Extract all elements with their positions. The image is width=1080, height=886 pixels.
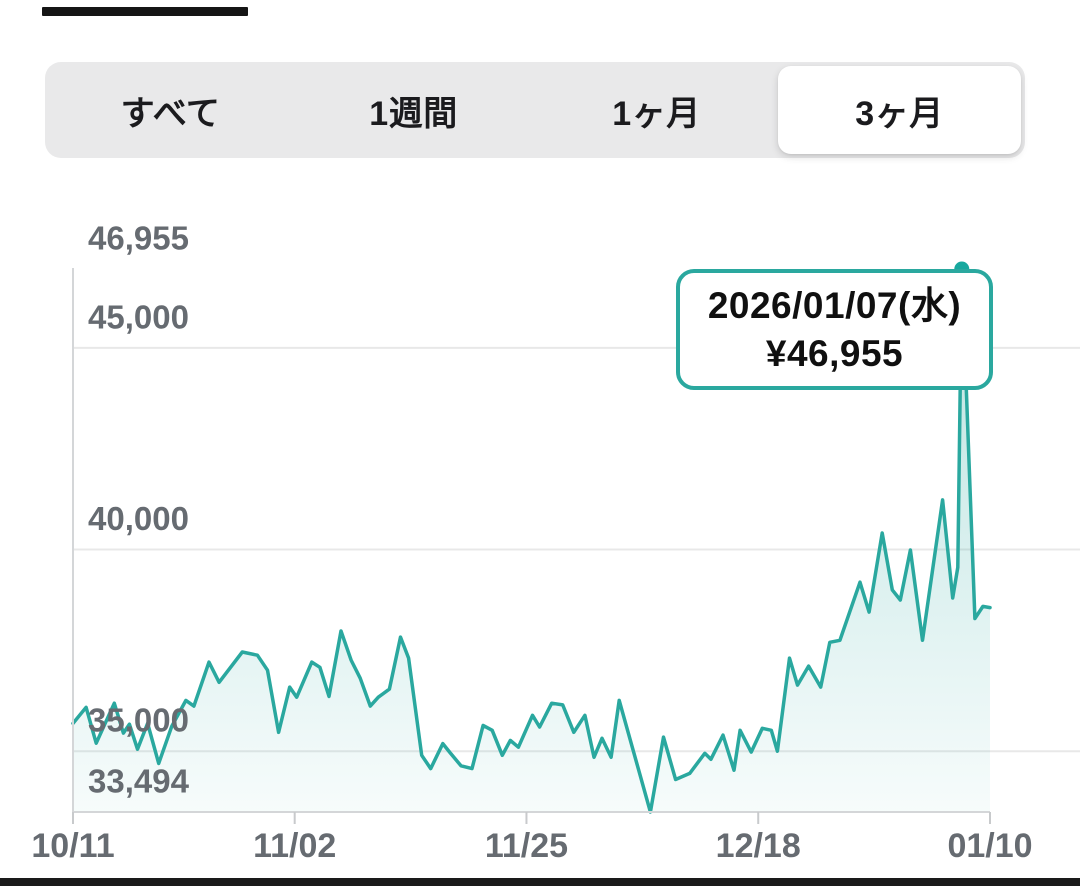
- range-tab-2[interactable]: 1ヶ月: [612, 94, 701, 133]
- tooltip-date: 2026/01/07(水): [707, 284, 962, 326]
- x-axis-label-3: 12/18: [716, 827, 801, 865]
- price-area-fill: [73, 269, 990, 812]
- chart-tooltip: 2026/01/07(水) ¥46,955: [676, 269, 993, 390]
- range-tab-3[interactable]: 3ヶ月: [778, 66, 1021, 154]
- y-axis-label-0: 46,955: [88, 220, 189, 257]
- tooltip-price: ¥46,955: [765, 332, 904, 374]
- price-line: [71, 267, 992, 814]
- section-divider: [0, 878, 1080, 886]
- x-axis-label-4: 01/10: [947, 827, 1032, 865]
- y-axis-label-1: 45,000: [88, 298, 189, 335]
- x-axis-label-2: 11/25: [485, 827, 568, 865]
- range-tab-1[interactable]: 1週間: [369, 94, 458, 133]
- x-axis-label-1: 11/02: [253, 827, 336, 865]
- y-axis-label-2: 40,000: [88, 500, 189, 537]
- y-axis-label-3: 35,000: [88, 702, 189, 739]
- active-tab-indicator: [42, 7, 248, 16]
- time-range-segmented-control: すべて 1週間 1ヶ月 3ヶ月: [45, 62, 1025, 158]
- y-axis-label-4: 33,494: [88, 763, 190, 800]
- x-axis-label-0: 10/11: [31, 827, 114, 865]
- range-tab-0[interactable]: すべて: [120, 94, 221, 133]
